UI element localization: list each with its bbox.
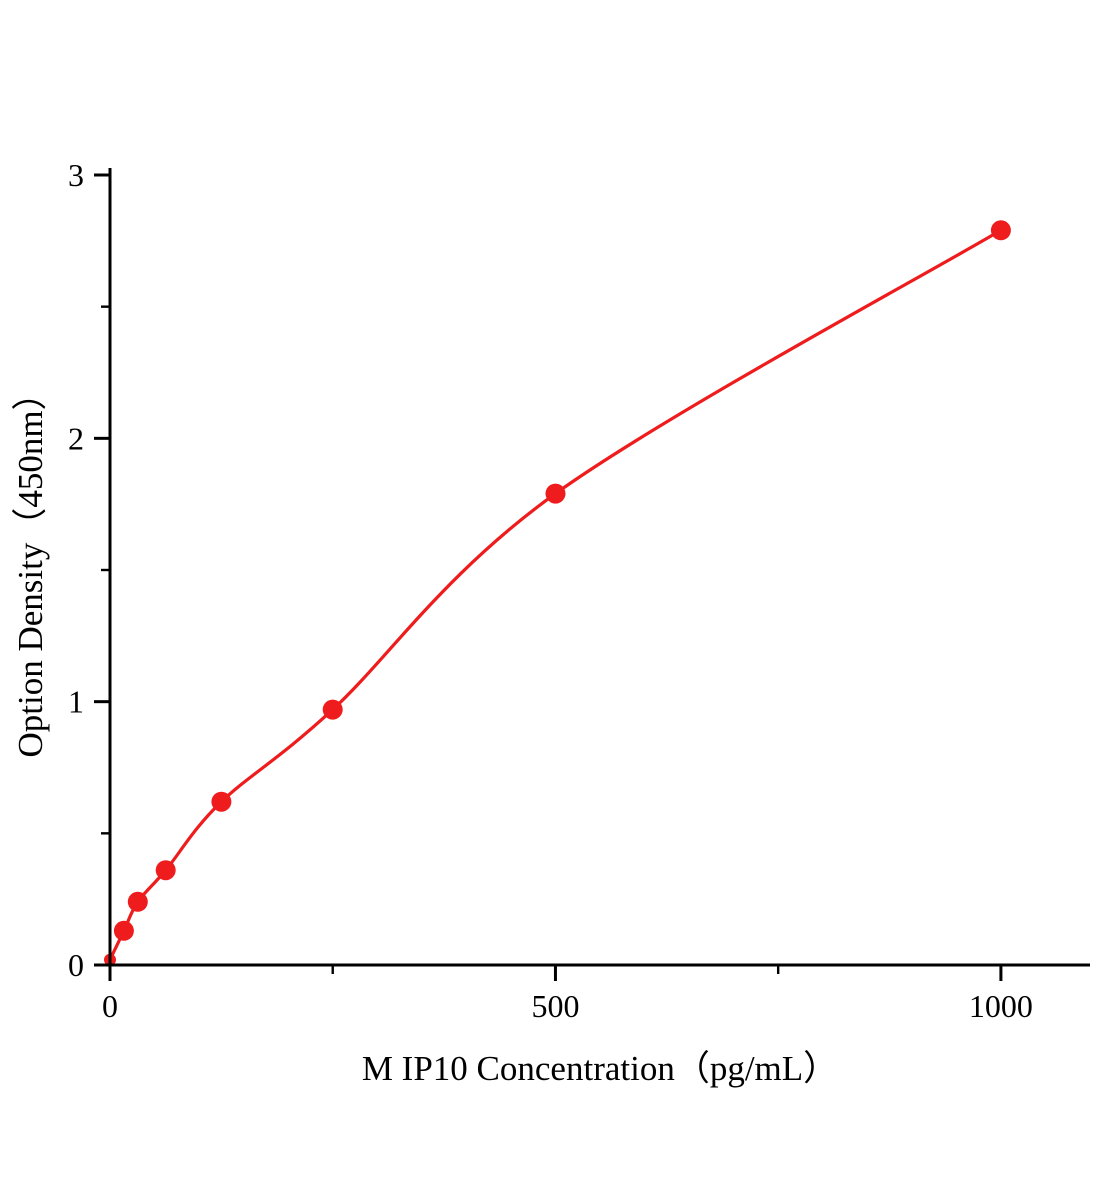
x-axis-title: M IP10 Concentration（pg/mL）	[362, 1049, 838, 1088]
data-point	[211, 791, 232, 812]
data-point	[113, 920, 134, 941]
data-point	[990, 220, 1011, 241]
y-axis-title: Option Density（450nm）	[11, 375, 50, 757]
y-tick-label: 0	[68, 947, 84, 983]
y-tick-label: 2	[68, 420, 84, 456]
x-tick-label: 0	[102, 988, 118, 1024]
data-point	[127, 891, 148, 912]
y-tick-label: 1	[68, 684, 84, 720]
data-point	[155, 860, 176, 881]
data-point	[545, 483, 566, 504]
fitted-curve	[108, 228, 1003, 962]
x-tick-label: 1000	[969, 988, 1033, 1024]
x-tick-label: 500	[531, 988, 579, 1024]
y-tick-label: 3	[68, 157, 84, 193]
data-point	[322, 699, 343, 720]
